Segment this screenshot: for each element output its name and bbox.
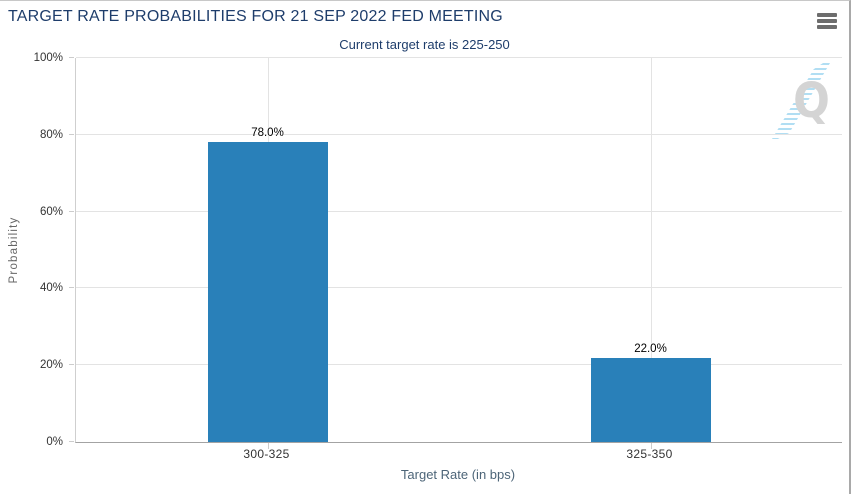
bar-value-label: 78.0%: [251, 127, 284, 140]
y-tick-label: 60%: [39, 205, 63, 218]
plot-area: Q 78.0% 22.0%: [75, 57, 842, 449]
bar-value-label: 22.0%: [634, 342, 667, 355]
horizontal-gridline: [76, 210, 842, 212]
y-axis-labels: 0% 20% 40% 60% 80% 100%: [0, 52, 75, 448]
y-axis-tick: [69, 57, 74, 58]
x-axis-tick: [267, 443, 269, 449]
y-tick-label: 100%: [33, 52, 63, 64]
bar-325-350[interactable]: [590, 357, 711, 442]
y-axis-tick: [69, 133, 74, 135]
chart-title: TARGET RATE PROBABILITIES FOR 21 SEP 202…: [8, 8, 503, 25]
hamburger-menu-icon: [817, 13, 837, 29]
y-axis-tick: [69, 210, 74, 212]
y-tick-label: 20%: [39, 359, 63, 372]
horizontal-gridline: [76, 57, 842, 58]
quikstrike-watermark: Q: [772, 63, 830, 139]
x-tick-label: 300-325: [243, 447, 290, 461]
horizontal-gridline: [76, 364, 842, 366]
x-axis-labels: 300-325 325-350: [75, 447, 841, 463]
chart-subtitle: Current target rate is 225-250: [339, 37, 510, 52]
y-tick-label: 0%: [46, 436, 63, 448]
chart-context-menu-button[interactable]: [817, 13, 839, 31]
horizontal-gridline: [76, 287, 842, 289]
y-axis-tick: [69, 364, 74, 366]
x-axis-tick: [650, 443, 652, 449]
y-tick-label: 80%: [39, 128, 63, 141]
x-tick-label: 325-350: [626, 447, 673, 461]
x-axis-title: Target Rate (in bps): [400, 467, 516, 482]
y-axis-tick: [69, 287, 74, 289]
y-axis-tick: [69, 441, 74, 442]
vertical-gridline: [650, 58, 652, 442]
watermark-q-letter: Q: [793, 73, 830, 129]
bar-300-325[interactable]: [207, 142, 328, 442]
y-tick-label: 40%: [39, 282, 63, 295]
horizontal-gridline: [76, 133, 842, 135]
